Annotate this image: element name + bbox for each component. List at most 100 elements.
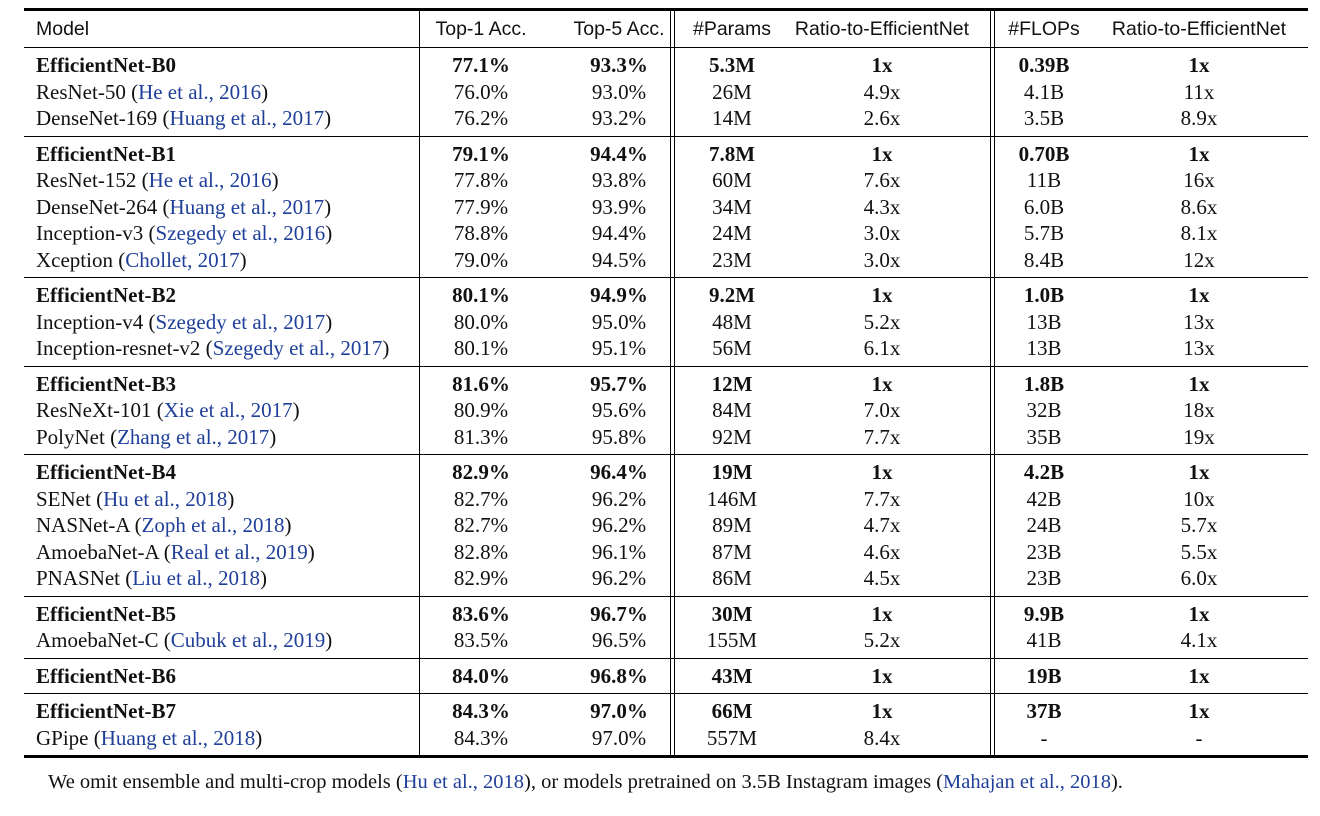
header-top5: Top-5 Acc. bbox=[573, 18, 665, 40]
group-rule bbox=[24, 135, 1308, 137]
model-name: Inception-v3 ( bbox=[36, 221, 156, 245]
citation-link[interactable]: Huang et al., 2017 bbox=[169, 194, 325, 219]
cell-flops: 19B bbox=[1026, 663, 1062, 688]
table-row: ResNet-152 (He et al., 2016) 77.8% 93.8% 60… bbox=[24, 167, 1308, 194]
model-name: EfficientNet-B3 bbox=[36, 371, 176, 396]
cell-top5: 96.2% bbox=[591, 486, 647, 511]
model-name-suffix: ) bbox=[261, 79, 269, 104]
model-name: EfficientNet-B1 bbox=[36, 141, 176, 166]
model-name: AmoebaNet-C ( bbox=[36, 628, 171, 652]
column-divider bbox=[994, 694, 995, 755]
cell-flops: 23B bbox=[1026, 539, 1062, 564]
column-divider bbox=[419, 596, 420, 658]
cell-model: AmoebaNet-C (Cubuk et al., 2019) bbox=[36, 627, 332, 654]
model-group: EfficientNet-B2 80.1% 94.9% 9.2M 1x 1.0B 1x Inc… bbox=[24, 278, 1308, 366]
model-name: ResNeXt-101 ( bbox=[36, 398, 164, 422]
column-divider bbox=[990, 694, 991, 755]
citation-link[interactable]: Hu et al., 2018 bbox=[103, 486, 228, 511]
cell-flops: 23B bbox=[1026, 566, 1062, 590]
citation-link[interactable]: Real et al., 2019 bbox=[170, 539, 308, 564]
cell-top1: 79.1% bbox=[452, 141, 510, 166]
citation-link[interactable]: He et al., 2016 bbox=[138, 79, 262, 104]
table-row: Inception-resnet-v2 (Szegedy et al., 201… bbox=[24, 335, 1308, 362]
cell-top1: 82.8% bbox=[453, 539, 509, 564]
cell-params: 30M bbox=[711, 601, 753, 626]
column-divider bbox=[990, 658, 991, 693]
table-row: ResNet-50 (He et al., 2016) 76.0% 93.0% 26M… bbox=[24, 79, 1308, 106]
citation-link[interactable]: Liu et al., 2018 bbox=[132, 566, 260, 590]
cell-flops: 0.39B bbox=[1018, 53, 1070, 77]
cell-model: PNASNet (Liu et al., 2018) bbox=[36, 565, 267, 592]
model-name-suffix: ) bbox=[239, 247, 247, 272]
cell-params: 155M bbox=[706, 628, 758, 652]
model-name: EfficientNet-B0 bbox=[36, 53, 176, 77]
citation-link[interactable]: Szegedy et al., 2017 bbox=[155, 309, 326, 334]
cell-params: 557M bbox=[706, 725, 758, 750]
column-divider bbox=[994, 658, 995, 693]
cell-top1: 82.7% bbox=[453, 513, 509, 537]
cell-model: Inception-v3 (Szegedy et al., 2016) bbox=[36, 220, 332, 247]
cell-flops: 13B bbox=[1026, 309, 1062, 334]
footnote-text: ). bbox=[1110, 771, 1123, 793]
cell-flops: 37B bbox=[1026, 699, 1062, 723]
cell-ratio-flops: 1x bbox=[1188, 53, 1210, 77]
cell-model: EfficientNet-B1 bbox=[36, 141, 176, 168]
model-group: EfficientNet-B0 77.1% 93.3% 5.3M 1x 0.39B 1x Re… bbox=[24, 48, 1308, 136]
model-name: DenseNet-264 ( bbox=[36, 194, 170, 219]
model-name-suffix: ) bbox=[382, 336, 390, 360]
cell-top1: 79.0% bbox=[453, 247, 509, 272]
model-group: EfficientNet-B4 82.9% 96.4% 19M 1x 4.2B 1x SENe… bbox=[24, 455, 1308, 596]
model-name: Xception ( bbox=[36, 247, 126, 272]
model-name-suffix: ) bbox=[325, 628, 333, 652]
model-name-suffix: ) bbox=[324, 194, 332, 219]
cell-ratio-params: 4.9x bbox=[863, 79, 901, 104]
header-params: #Params bbox=[692, 18, 772, 40]
citation-link[interactable]: Chollet, 2017 bbox=[125, 247, 240, 272]
cell-top1: 82.9% bbox=[453, 566, 509, 590]
cell-top1: 81.3% bbox=[453, 424, 509, 449]
results-table: Model Top-1 Acc. Top-5 Acc. #Params Rati… bbox=[24, 8, 1308, 758]
citation-link[interactable]: Zoph et al., 2018 bbox=[141, 513, 285, 537]
column-divider bbox=[994, 136, 995, 277]
column-divider bbox=[994, 596, 995, 658]
citation-link[interactable]: Zhang et al., 2017 bbox=[117, 424, 270, 449]
cell-ratio-params: 5.2x bbox=[863, 309, 901, 334]
column-divider bbox=[674, 48, 675, 136]
citation-link[interactable]: Cubuk et al., 2019 bbox=[170, 628, 326, 652]
citation-link[interactable]: Szegedy et al., 2017 bbox=[212, 336, 383, 360]
model-name: PNASNet ( bbox=[36, 566, 133, 590]
cell-model: DenseNet-169 (Huang et al., 2017) bbox=[36, 105, 331, 132]
citation-link[interactable]: Huang et al., 2018 bbox=[100, 725, 256, 750]
cell-ratio-params: 4.6x bbox=[863, 539, 901, 564]
cell-ratio-flops: 1x bbox=[1188, 141, 1210, 166]
cell-flops: 42B bbox=[1026, 486, 1062, 511]
cell-params: 84M bbox=[712, 398, 752, 422]
cell-top1: 84.0% bbox=[452, 663, 510, 688]
footnote-citation-link[interactable]: Mahajan et al., 2018 bbox=[943, 771, 1111, 793]
model-name-suffix: ) bbox=[271, 168, 279, 192]
column-divider bbox=[419, 455, 420, 596]
column-divider bbox=[419, 278, 420, 366]
cell-params: 92M bbox=[712, 424, 752, 449]
cell-flops: 1.0B bbox=[1023, 283, 1065, 307]
column-divider bbox=[419, 136, 420, 277]
citation-link[interactable]: He et al., 2016 bbox=[148, 168, 272, 192]
cell-model: ResNeXt-101 (Xie et al., 2017) bbox=[36, 397, 300, 424]
cell-top5: 96.2% bbox=[591, 566, 647, 590]
table-row: EfficientNet-B7 84.3% 97.0% 66M 1x 37B 1x bbox=[24, 698, 1308, 725]
footnote-citation-link[interactable]: Hu et al., 2018 bbox=[402, 771, 525, 793]
citation-link[interactable]: Huang et al., 2017 bbox=[169, 106, 325, 130]
cell-top5: 93.2% bbox=[591, 106, 647, 130]
top-rule bbox=[24, 8, 1308, 11]
cell-flops: 0.70B bbox=[1018, 141, 1070, 166]
cell-top5: 94.9% bbox=[590, 283, 648, 307]
cell-top5: 95.6% bbox=[591, 398, 647, 422]
model-name: EfficientNet-B7 bbox=[36, 699, 176, 723]
citation-link[interactable]: Xie et al., 2017 bbox=[163, 398, 293, 422]
group-rule bbox=[24, 657, 1308, 659]
cell-ratio-flops: 1x bbox=[1188, 371, 1210, 396]
column-divider bbox=[419, 11, 420, 47]
column-divider bbox=[674, 366, 675, 454]
cell-ratio-flops: 13x bbox=[1183, 336, 1215, 360]
citation-link[interactable]: Szegedy et al., 2016 bbox=[155, 221, 326, 245]
